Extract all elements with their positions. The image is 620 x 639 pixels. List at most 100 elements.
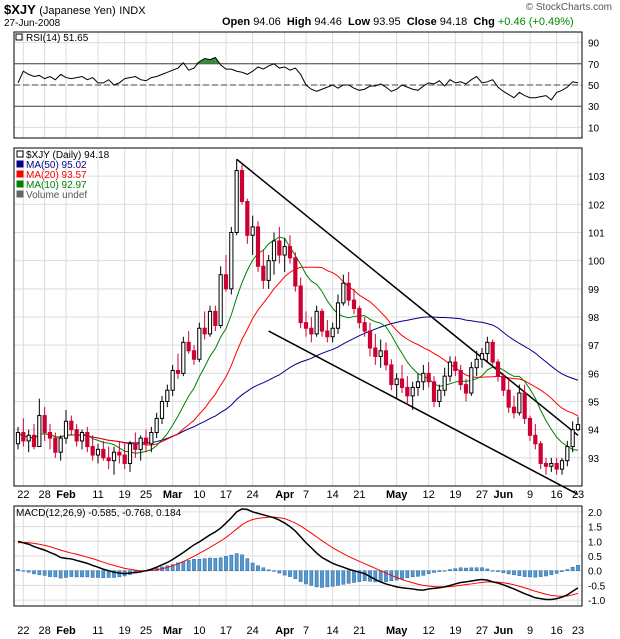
candle-body <box>37 415 42 448</box>
macd-y-tick-label: 1.0 <box>588 537 602 548</box>
macd-histogram-bar <box>362 570 367 581</box>
macd-histogram-bar <box>208 557 212 571</box>
macd-histogram-bar <box>421 570 426 576</box>
candle-body <box>442 375 447 391</box>
macd-histogram-bar <box>464 567 468 571</box>
macd-histogram-bar <box>485 568 490 571</box>
macd-histogram-bar <box>416 570 420 577</box>
candle-body <box>517 392 522 414</box>
macd-y-tick-label: 1.5 <box>588 523 602 534</box>
macd-histogram-bar <box>341 570 346 585</box>
macd-histogram-bar <box>186 560 191 571</box>
macd-histogram-bar <box>266 569 271 571</box>
candle-body <box>85 431 90 448</box>
macd-histogram-bar <box>325 570 330 588</box>
low-value: 93.95 <box>373 16 401 28</box>
candle-body <box>453 361 458 372</box>
candle-body <box>559 460 565 470</box>
candle-body <box>101 448 106 459</box>
x-tick-label: Jun <box>494 489 514 501</box>
candle-body <box>181 341 186 374</box>
price-y-tick-label: 93 <box>588 454 600 465</box>
trend-line <box>236 158 579 436</box>
x-tick-label: May <box>386 489 408 501</box>
candle-body <box>229 232 234 290</box>
macd-histogram-bar <box>528 570 532 578</box>
source-credit: © StockCharts.com <box>525 2 612 13</box>
candle-body <box>255 226 261 267</box>
candle-body <box>287 246 293 259</box>
candle-body <box>133 443 138 450</box>
candle-body <box>357 308 362 324</box>
candle-body <box>293 257 298 287</box>
candle-body <box>522 392 527 419</box>
macd-y-tick-label: 2.0 <box>588 508 602 519</box>
close-value: 94.18 <box>439 16 468 28</box>
rsi-y-tick-label: 50 <box>588 81 600 92</box>
macd-histogram-bar <box>458 567 463 571</box>
x-tick-label-bottom: Jun <box>494 625 514 637</box>
candle-body <box>79 431 85 442</box>
candle-body <box>490 341 495 363</box>
macd-histogram-bar <box>549 570 554 576</box>
price-y-tick-label: 96 <box>588 369 600 380</box>
macd-histogram-bar <box>565 569 570 571</box>
symbol: $XJY <box>4 2 36 17</box>
candle-body <box>234 170 239 234</box>
candle-body <box>538 443 543 464</box>
x-tick-label: 23 <box>572 489 584 501</box>
candle-body <box>367 330 373 349</box>
candle-body <box>117 451 122 456</box>
macd-signal-line <box>17 516 579 597</box>
macd-histogram-bar <box>448 569 452 571</box>
x-tick-label-bottom: 28 <box>39 625 51 637</box>
macd-histogram-bar <box>400 570 404 580</box>
rsi-y-tick-label: 90 <box>588 39 600 50</box>
price-y-tick-label: 98 <box>588 313 600 324</box>
macd-histogram-bar <box>245 558 250 571</box>
x-tick-label: 25 <box>140 489 152 501</box>
x-tick-label-bottom: 21 <box>353 625 365 637</box>
candle-body <box>207 310 213 335</box>
candle-body <box>389 364 394 386</box>
macd-histogram-bar <box>490 570 495 572</box>
x-tick-label-bottom: 16 <box>551 625 563 637</box>
candle-body <box>261 265 266 281</box>
candle-body <box>437 389 442 403</box>
chart-date: 27-Jun-2008 <box>4 18 61 29</box>
macd-histogram-bar <box>16 568 20 571</box>
macd-histogram-bar <box>304 570 308 585</box>
macd-histogram-bar <box>474 567 479 571</box>
rsi-overbought-fill <box>204 58 210 64</box>
price-legend-entry: MA(50) 95.02 <box>26 160 87 171</box>
candle-body <box>277 240 282 256</box>
macd-histogram-bar <box>453 568 458 571</box>
candle-body <box>154 417 159 433</box>
macd-histogram-bar <box>373 570 378 583</box>
x-tick-label-bottom: 19 <box>119 625 131 637</box>
x-tick-label-bottom: 23 <box>572 625 584 637</box>
macd-histogram-bar <box>42 570 47 576</box>
macd-histogram-bar <box>234 553 239 571</box>
candle-body <box>575 424 581 431</box>
macd-histogram-bar <box>346 570 351 584</box>
macd-histogram-bar <box>336 570 340 586</box>
rsi-panel: 10 30 50 70 90 RSI(14) 51.65 <box>13 31 600 139</box>
candle-body <box>431 381 437 402</box>
x-tick-label-bottom: Apr <box>275 625 295 637</box>
x-tick-label: 17 <box>220 489 232 501</box>
x-tick-label-bottom: May <box>386 625 408 637</box>
candle-body <box>325 330 330 338</box>
macd-histogram-bar <box>202 558 207 571</box>
macd-histogram-bar <box>26 570 31 573</box>
macd-y-tick-label: 0.5 <box>588 552 602 563</box>
x-tick-label-bottom: 10 <box>193 625 205 637</box>
price-y-tick-label: 102 <box>588 200 605 211</box>
macd-histogram-bar <box>384 570 388 582</box>
price-legend-entry: $XJY (Daily) 94.18 <box>26 150 110 161</box>
x-tick-label: 22 <box>17 489 29 501</box>
candle-body <box>506 389 511 408</box>
ma10-line <box>17 236 579 454</box>
macd-histogram-bar <box>512 570 516 576</box>
macd-histogram-bar <box>378 570 383 583</box>
